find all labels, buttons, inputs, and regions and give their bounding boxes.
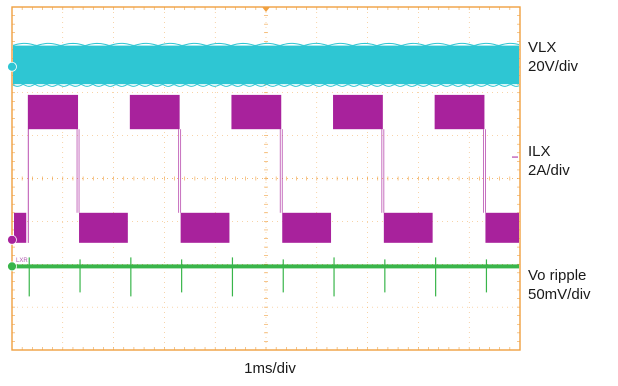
ilx-label: ILX 2A/div [528, 143, 570, 179]
vlx-bottom-edge [12, 83, 520, 87]
ilx-low-block [383, 212, 433, 243]
vo-channel-marker [7, 261, 17, 272]
vo-ripple-band [13, 264, 519, 269]
ilx-low-block [14, 212, 27, 243]
ilx-low-block [485, 212, 519, 243]
vlx-label: VLX 20V/div [528, 39, 579, 75]
vo-ripple-label: Vo ripple 50mV/div [528, 267, 591, 303]
ilx-low-block [180, 212, 230, 243]
ilx-trace [14, 94, 519, 243]
ilx-high-block [231, 94, 282, 130]
vlx-top-edge [12, 42, 520, 47]
ilx-low-block [282, 212, 332, 243]
vlx-trace [12, 42, 520, 87]
channel-markers [7, 61, 518, 272]
ilx-high-block [333, 94, 383, 130]
ilx-high-block [129, 94, 180, 130]
ilx-high-block [28, 94, 79, 130]
vlx-channel-marker [7, 61, 17, 72]
ilx-channel-marker [7, 234, 17, 245]
vo-ripple-trace [13, 257, 519, 297]
ilx-high-block [434, 94, 485, 130]
trigger-marker [262, 7, 270, 12]
lxr-marker-text: LXR [16, 258, 28, 264]
vlx-band [13, 45, 519, 85]
ilx-low-block [79, 212, 128, 243]
x-axis-label: 1ms/div [244, 360, 296, 377]
